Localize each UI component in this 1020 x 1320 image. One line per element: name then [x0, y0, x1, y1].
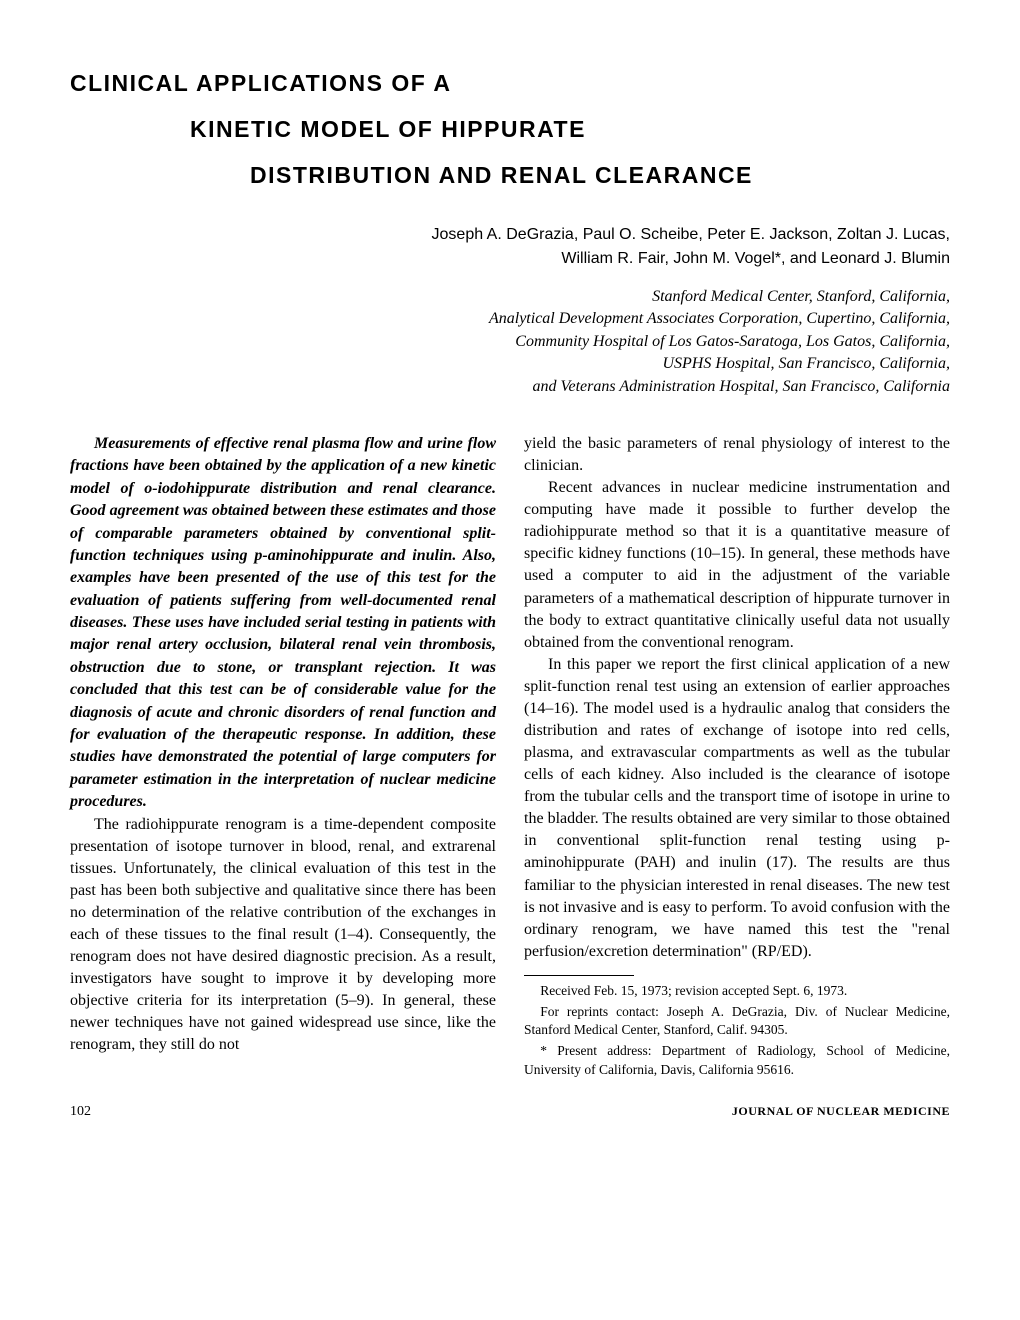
page-footer: 102 JOURNAL OF NUCLEAR MEDICINE: [70, 1104, 950, 1120]
affiliation-3: Community Hospital of Los Gatos-Saratoga…: [70, 331, 950, 353]
page-number: 102: [70, 1104, 91, 1120]
footnote-reprints: For reprints contact: Joseph A. DeGrazia…: [524, 1003, 950, 1039]
body-columns: Measurements of effective renal plasma f…: [70, 433, 950, 1082]
body-paragraph-2: Recent advances in nuclear medicine inst…: [524, 477, 950, 654]
footnotes-block: Received Feb. 15, 1973; revision accepte…: [524, 982, 950, 1079]
title-line-1: CLINICAL APPLICATIONS OF A: [70, 60, 950, 106]
affiliations-block: Stanford Medical Center, Stanford, Calif…: [70, 286, 950, 398]
affiliation-1: Stanford Medical Center, Stanford, Calif…: [70, 286, 950, 308]
authors-line-2: William R. Fair, John M. Vogel*, and Leo…: [70, 247, 950, 271]
affiliation-5: and Veterans Administration Hospital, Sa…: [70, 376, 950, 398]
affiliation-2: Analytical Development Associates Corpor…: [70, 308, 950, 330]
journal-name: JOURNAL OF NUCLEAR MEDICINE: [732, 1104, 950, 1120]
body-paragraph-3: In this paper we report the first clinic…: [524, 654, 950, 963]
authors-block: Joseph A. DeGrazia, Paul O. Scheibe, Pet…: [70, 223, 950, 271]
left-column: Measurements of effective renal plasma f…: [70, 433, 496, 1082]
intro-continuation: yield the basic parameters of renal phys…: [524, 433, 950, 477]
footnote-address: * Present address: Department of Radiolo…: [524, 1042, 950, 1078]
intro-paragraph-1: The radiohippurate renogram is a time-de…: [70, 814, 496, 1057]
title-line-2: KINETIC MODEL OF HIPPURATE: [190, 106, 950, 152]
abstract-text: Measurements of effective renal plasma f…: [70, 433, 496, 814]
article-title: CLINICAL APPLICATIONS OF A KINETIC MODEL…: [70, 60, 950, 198]
right-column: yield the basic parameters of renal phys…: [524, 433, 950, 1082]
title-line-3: DISTRIBUTION AND RENAL CLEARANCE: [250, 152, 950, 198]
affiliation-4: USPHS Hospital, San Francisco, Californi…: [70, 353, 950, 375]
authors-line-1: Joseph A. DeGrazia, Paul O. Scheibe, Pet…: [70, 223, 950, 247]
footnote-separator: [524, 975, 634, 976]
footnote-received: Received Feb. 15, 1973; revision accepte…: [524, 982, 950, 1000]
